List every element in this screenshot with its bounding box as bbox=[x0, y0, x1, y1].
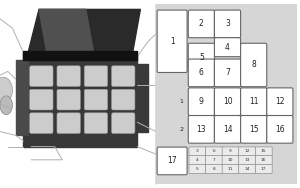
FancyBboxPatch shape bbox=[255, 164, 272, 173]
FancyBboxPatch shape bbox=[30, 113, 53, 133]
Text: 5: 5 bbox=[196, 167, 199, 171]
FancyBboxPatch shape bbox=[30, 66, 53, 86]
Polygon shape bbox=[39, 9, 94, 53]
FancyBboxPatch shape bbox=[84, 66, 108, 86]
FancyBboxPatch shape bbox=[157, 10, 187, 73]
FancyBboxPatch shape bbox=[188, 115, 214, 143]
Text: 8: 8 bbox=[213, 167, 215, 171]
FancyBboxPatch shape bbox=[112, 89, 135, 110]
FancyBboxPatch shape bbox=[255, 147, 272, 156]
FancyBboxPatch shape bbox=[84, 113, 108, 133]
FancyBboxPatch shape bbox=[188, 43, 214, 71]
FancyBboxPatch shape bbox=[57, 113, 80, 133]
FancyBboxPatch shape bbox=[255, 156, 272, 165]
Text: 11: 11 bbox=[249, 97, 258, 106]
FancyBboxPatch shape bbox=[214, 10, 241, 38]
FancyBboxPatch shape bbox=[57, 66, 80, 86]
Text: 17: 17 bbox=[261, 167, 266, 171]
Polygon shape bbox=[137, 64, 148, 132]
FancyBboxPatch shape bbox=[189, 156, 206, 165]
FancyBboxPatch shape bbox=[188, 88, 214, 115]
Text: 2: 2 bbox=[180, 127, 184, 132]
Text: 11: 11 bbox=[228, 167, 233, 171]
Polygon shape bbox=[28, 9, 140, 53]
Text: 7: 7 bbox=[213, 158, 215, 162]
Text: 2: 2 bbox=[199, 19, 204, 28]
FancyBboxPatch shape bbox=[57, 89, 80, 110]
Text: 10: 10 bbox=[223, 97, 232, 106]
Text: 4: 4 bbox=[225, 43, 230, 52]
FancyBboxPatch shape bbox=[241, 115, 267, 143]
Text: 6: 6 bbox=[213, 149, 215, 153]
FancyBboxPatch shape bbox=[188, 59, 214, 87]
FancyBboxPatch shape bbox=[112, 66, 135, 86]
FancyBboxPatch shape bbox=[206, 164, 222, 173]
Text: 9: 9 bbox=[229, 149, 232, 153]
FancyBboxPatch shape bbox=[214, 88, 241, 115]
Text: 1: 1 bbox=[180, 99, 184, 104]
Text: 15: 15 bbox=[261, 149, 266, 153]
FancyBboxPatch shape bbox=[239, 156, 256, 165]
FancyBboxPatch shape bbox=[214, 59, 241, 87]
Polygon shape bbox=[0, 77, 13, 103]
Text: 17: 17 bbox=[167, 156, 177, 165]
FancyBboxPatch shape bbox=[189, 147, 206, 156]
Text: 15: 15 bbox=[249, 125, 259, 134]
Text: 14: 14 bbox=[244, 167, 250, 171]
Text: 3: 3 bbox=[225, 19, 230, 28]
FancyBboxPatch shape bbox=[30, 89, 53, 110]
Text: 5: 5 bbox=[199, 53, 204, 62]
Polygon shape bbox=[23, 53, 137, 147]
Text: 12: 12 bbox=[244, 149, 250, 153]
Text: 14: 14 bbox=[223, 125, 232, 134]
Polygon shape bbox=[23, 51, 137, 60]
Text: 9: 9 bbox=[199, 97, 204, 106]
Polygon shape bbox=[16, 60, 28, 135]
Text: 1: 1 bbox=[170, 37, 175, 46]
FancyBboxPatch shape bbox=[189, 164, 206, 173]
FancyBboxPatch shape bbox=[157, 147, 187, 175]
FancyBboxPatch shape bbox=[206, 147, 222, 156]
Text: 13: 13 bbox=[196, 125, 206, 134]
FancyBboxPatch shape bbox=[112, 113, 135, 133]
FancyBboxPatch shape bbox=[267, 88, 293, 115]
FancyBboxPatch shape bbox=[267, 115, 293, 143]
Text: 6: 6 bbox=[199, 68, 204, 77]
FancyBboxPatch shape bbox=[241, 43, 267, 87]
FancyBboxPatch shape bbox=[239, 164, 256, 173]
Text: 13: 13 bbox=[244, 158, 250, 162]
FancyBboxPatch shape bbox=[214, 115, 241, 143]
FancyBboxPatch shape bbox=[239, 147, 256, 156]
Text: 3: 3 bbox=[196, 149, 199, 153]
FancyBboxPatch shape bbox=[222, 164, 239, 173]
Text: 8: 8 bbox=[251, 61, 256, 70]
FancyBboxPatch shape bbox=[84, 89, 108, 110]
FancyBboxPatch shape bbox=[214, 38, 241, 57]
FancyBboxPatch shape bbox=[206, 156, 222, 165]
Text: 4: 4 bbox=[196, 158, 199, 162]
FancyBboxPatch shape bbox=[222, 147, 239, 156]
FancyBboxPatch shape bbox=[241, 88, 267, 115]
Text: 12: 12 bbox=[275, 97, 285, 106]
Text: 10: 10 bbox=[228, 158, 233, 162]
FancyBboxPatch shape bbox=[222, 156, 239, 165]
Text: 16: 16 bbox=[275, 125, 285, 134]
Polygon shape bbox=[0, 96, 13, 115]
Text: 7: 7 bbox=[225, 68, 230, 77]
FancyBboxPatch shape bbox=[152, 1, 300, 188]
Text: 16: 16 bbox=[261, 158, 266, 162]
FancyBboxPatch shape bbox=[188, 10, 214, 38]
